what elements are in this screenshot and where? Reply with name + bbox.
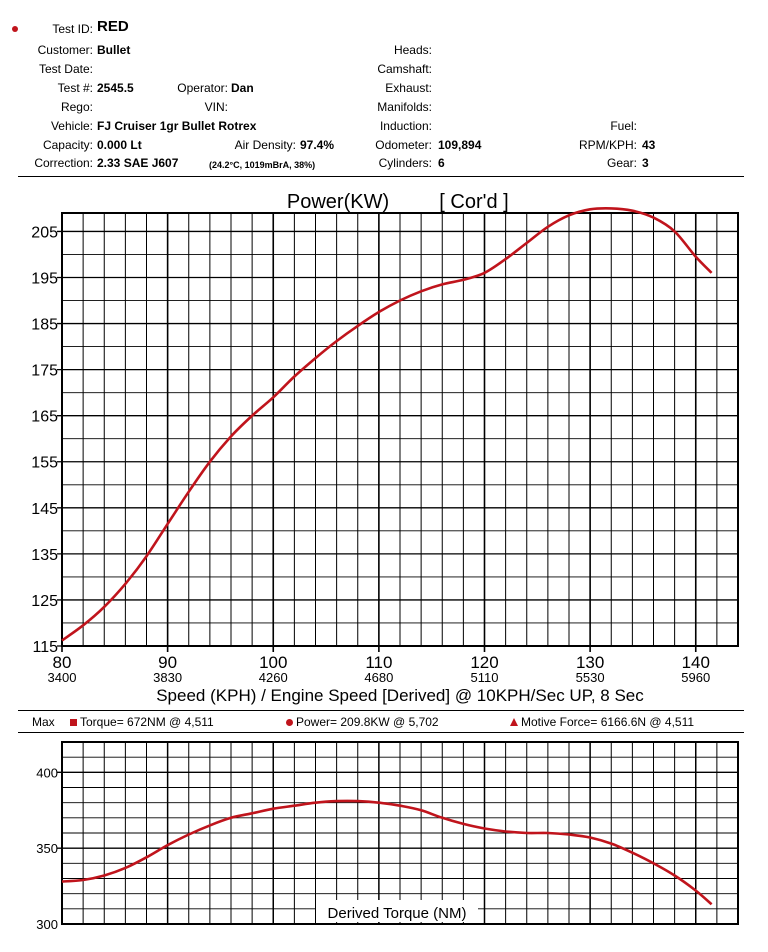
- power-x-tick-label: 110: [365, 653, 392, 672]
- power-grid: [57, 212, 739, 652]
- torque-chart-title: Derived Torque (NM): [328, 905, 467, 922]
- power-y-tick-label: 115: [32, 639, 58, 656]
- torque-y-tick-label: 300: [36, 917, 58, 932]
- power-y-tick-label: 205: [31, 224, 58, 241]
- max-summary-bar: Max Torque= 672NM @ 4,511 Power= 209.8KW…: [18, 710, 744, 734]
- test-header: Test ID: RED Customer: Bullet Test Date:…: [0, 0, 768, 180]
- correction-value: 2.33 SAE J607: [97, 156, 179, 170]
- cylinders-label: Cylinders:: [378, 156, 432, 170]
- power-y-tick-label: 185: [31, 317, 58, 334]
- torque-chart: 300 350 400 Derived Torque (NM): [36, 741, 739, 932]
- power-y-tick-label: 175: [31, 363, 58, 380]
- capacity-value: 0.000 Lt: [97, 138, 142, 152]
- power-x-rpm-label: 5110: [471, 670, 499, 685]
- gear-value: 3: [642, 156, 649, 170]
- power-plot-frame: [61, 212, 739, 647]
- odometer-label: Odometer:: [375, 138, 432, 152]
- header-divider: [18, 176, 744, 177]
- induction-label: Induction:: [379, 119, 432, 133]
- operator-value: Dan: [231, 81, 254, 95]
- red-run-dot-icon: [12, 26, 18, 32]
- power-series: [61, 207, 713, 642]
- power-x-tick-label: 140: [682, 653, 710, 672]
- power-x-rpm-label: 4260: [259, 670, 288, 685]
- torque-y-tick-label: 400: [36, 765, 58, 780]
- power-x-tick-label: 130: [576, 653, 604, 672]
- vehicle-label: Vehicle:: [50, 119, 93, 133]
- power-x-rpm-label: 5960: [681, 670, 710, 685]
- power-x-tick-label: 90: [158, 653, 177, 672]
- vin-label: VIN:: [204, 100, 228, 114]
- max-torque: Torque= 672NM @ 4,511: [80, 715, 214, 729]
- operator-label: Operator:: [177, 81, 228, 95]
- torque-square-icon: [70, 719, 77, 726]
- power-chart-subtitle: [ Cor'd ]: [439, 191, 508, 213]
- power-y-tick-label: 125: [31, 593, 58, 610]
- power-x-tick-label: 120: [470, 653, 498, 672]
- max-bar-bottom-rule: [18, 732, 744, 733]
- test-number-value: 2545.5: [97, 81, 134, 95]
- test-id-label: Test ID:: [52, 22, 93, 36]
- gear-label: Gear:: [606, 156, 637, 170]
- motive-triangle-icon: [510, 718, 518, 726]
- power-x-rpm-label: 5530: [576, 670, 605, 685]
- max-label: Max: [32, 715, 55, 729]
- camshaft-label: Camshaft:: [377, 62, 432, 76]
- capacity-label: Capacity:: [42, 138, 93, 152]
- rego-label: Rego:: [60, 100, 93, 114]
- torque-grid: [57, 741, 739, 925]
- torque-y-axis: 300 350 400: [36, 765, 58, 932]
- test-id-value: RED: [97, 18, 129, 35]
- power-x-rpm-label: 4680: [364, 670, 393, 685]
- power-y-tick-label: 195: [31, 270, 58, 287]
- test-date-label: Test Date:: [38, 62, 93, 76]
- power-x-rpm-label: 3830: [153, 670, 182, 685]
- customer-value: Bullet: [97, 43, 131, 57]
- power-y-tick-label: 165: [31, 409, 58, 426]
- power-y-tick-label: 145: [31, 501, 58, 518]
- air-density-value: 97.4%: [300, 138, 335, 152]
- max-bar-top-rule: [18, 710, 744, 711]
- max-power: Power= 209.8KW @ 5,702: [296, 715, 439, 729]
- torque-title-box: [316, 900, 478, 922]
- power-chart-title: Power(KW): [287, 191, 389, 213]
- exhaust-label: Exhaust:: [385, 81, 432, 95]
- power-curve-line: [61, 207, 713, 642]
- power-x-rpm-label: 3400: [48, 670, 77, 685]
- fuel-label: Fuel:: [610, 119, 637, 133]
- power-dot-icon: [286, 719, 293, 726]
- vehicle-value: FJ Cruiser 1gr Bullet Rotrex: [97, 119, 257, 133]
- test-conditions: (24.2°C, 1019mBrA, 38%): [209, 160, 316, 170]
- cylinders-value: 6: [438, 156, 445, 170]
- torque-curve-line: [61, 799, 713, 906]
- torque-series: [61, 799, 713, 906]
- torque-y-tick-label: 350: [36, 841, 58, 856]
- max-motive-force: Motive Force= 6166.6N @ 4,511: [521, 715, 695, 729]
- torque-plot-frame: [61, 741, 739, 925]
- heads-label: Heads:: [393, 43, 432, 57]
- test-number-label: Test #:: [57, 81, 93, 95]
- power-y-tick-label: 155: [31, 455, 58, 472]
- rpm-kph-value: 43: [642, 138, 656, 152]
- power-y-tick-label: 135: [31, 547, 58, 564]
- manifolds-label: Manifolds:: [377, 100, 432, 114]
- customer-label: Customer:: [37, 43, 93, 57]
- correction-label: Correction:: [34, 156, 93, 170]
- power-y-axis: 115 125 135 145 155 165 175 185 195 205: [31, 224, 58, 656]
- power-chart-x-axis-label: Speed (KPH) / Engine Speed [Derived] @ 1…: [156, 686, 644, 705]
- power-x-tick-label: 80: [53, 653, 72, 672]
- power-chart: Power(KW) [ Cor'd ] 115 125 135 145 155 165 17…: [31, 191, 739, 705]
- power-x-tick-label: 100: [259, 653, 287, 672]
- air-density-label: Air Density:: [234, 138, 296, 152]
- odometer-value: 109,894: [438, 138, 482, 152]
- rpm-kph-label: RPM/KPH:: [578, 138, 637, 152]
